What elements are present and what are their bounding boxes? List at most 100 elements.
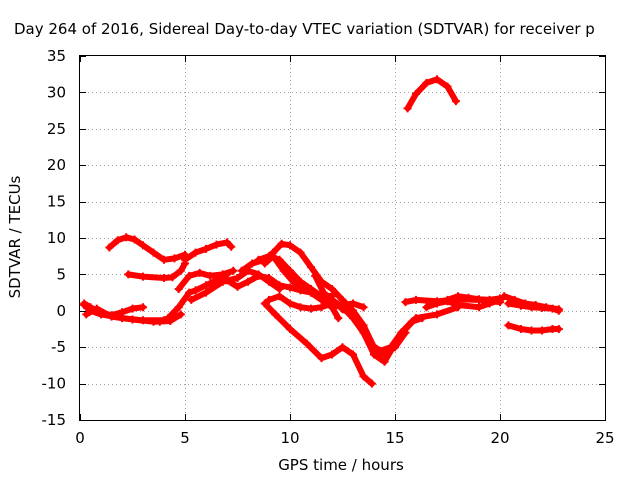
chart-title: Day 264 of 2016, Sidereal Day-to-day VTE… bbox=[14, 20, 595, 38]
series-s15 bbox=[260, 299, 376, 388]
data-point bbox=[443, 82, 452, 91]
data-point bbox=[451, 97, 460, 106]
data-point bbox=[202, 281, 210, 290]
x-tick-label: 25 bbox=[595, 429, 614, 447]
data-point bbox=[554, 306, 563, 315]
axis-ticks: 0 5 10 15 20 25 -15 -10 -5 0 5 10 15 20 25 30 35 bbox=[42, 47, 615, 447]
data-point bbox=[334, 314, 343, 323]
data-point bbox=[538, 303, 546, 312]
data-point bbox=[244, 277, 252, 286]
y-tick-label: 20 bbox=[47, 156, 66, 174]
y-tick-label: 15 bbox=[47, 193, 66, 211]
grid-lines bbox=[80, 56, 605, 420]
data-point bbox=[355, 321, 364, 330]
data-point bbox=[370, 350, 378, 359]
data-point bbox=[187, 295, 196, 304]
data-point bbox=[403, 104, 412, 113]
series-s19 bbox=[355, 314, 427, 355]
data-point bbox=[82, 310, 91, 319]
series-s26 bbox=[504, 321, 563, 335]
data-point bbox=[139, 241, 147, 250]
x-tick-label: 5 bbox=[180, 429, 190, 447]
series-s20 bbox=[403, 75, 460, 113]
data-point bbox=[260, 299, 269, 308]
data-point bbox=[338, 343, 347, 352]
data-point bbox=[233, 274, 242, 282]
data-point bbox=[185, 288, 194, 297]
y-tick-label: -10 bbox=[42, 375, 67, 393]
series-s8 bbox=[181, 238, 236, 264]
data-point bbox=[386, 343, 395, 352]
data-point bbox=[302, 339, 311, 348]
data-point bbox=[504, 321, 513, 330]
data-point bbox=[191, 248, 200, 257]
data-point bbox=[380, 357, 389, 366]
data-point bbox=[80, 301, 89, 309]
data-point bbox=[527, 303, 536, 312]
x-tick-label: 0 bbox=[75, 429, 85, 447]
data-point bbox=[433, 75, 441, 84]
data-point bbox=[365, 339, 374, 348]
y-tick-label: 10 bbox=[47, 229, 66, 247]
data-point bbox=[279, 266, 288, 275]
data-point bbox=[517, 325, 525, 333]
data-point bbox=[401, 298, 410, 307]
data-point bbox=[223, 238, 231, 247]
series-s23 bbox=[433, 295, 504, 312]
data-point bbox=[269, 252, 278, 261]
data-point bbox=[464, 293, 473, 302]
data-point bbox=[233, 282, 242, 291]
data-point bbox=[548, 304, 557, 313]
x-tick-label: 20 bbox=[490, 429, 509, 447]
data-point bbox=[271, 310, 280, 319]
data-point bbox=[454, 292, 462, 301]
data-point bbox=[265, 274, 273, 282]
data-point bbox=[328, 303, 336, 312]
data-point bbox=[128, 315, 137, 324]
data-point bbox=[307, 288, 315, 297]
data-point bbox=[168, 273, 177, 282]
data-point bbox=[475, 295, 483, 304]
series-line bbox=[125, 260, 188, 281]
data-point bbox=[176, 266, 185, 275]
series-line bbox=[261, 253, 367, 311]
data-point bbox=[418, 314, 427, 323]
data-point bbox=[317, 295, 326, 304]
data-point bbox=[317, 303, 326, 312]
series-line bbox=[182, 239, 235, 263]
x-axis-label: GPS time / hours bbox=[278, 456, 404, 474]
data-point bbox=[185, 271, 194, 280]
data-point bbox=[254, 271, 263, 280]
data-point bbox=[223, 276, 231, 285]
series-s4 bbox=[105, 233, 189, 264]
data-point bbox=[139, 272, 147, 281]
data-point bbox=[254, 255, 263, 264]
data-point bbox=[317, 354, 326, 363]
series-s25 bbox=[504, 299, 563, 315]
data-point bbox=[319, 288, 328, 297]
data-point bbox=[124, 270, 133, 279]
data-point bbox=[554, 325, 563, 333]
plot-frame bbox=[79, 55, 606, 421]
data-point bbox=[160, 255, 168, 264]
data-point bbox=[286, 325, 294, 333]
data-point bbox=[517, 301, 525, 310]
data-point bbox=[202, 288, 210, 297]
data-point bbox=[107, 312, 116, 321]
data-point bbox=[174, 303, 183, 312]
data-point bbox=[149, 248, 158, 257]
data-point bbox=[433, 310, 441, 319]
y-tick-label: 35 bbox=[47, 47, 66, 65]
data-point bbox=[195, 268, 204, 277]
data-point bbox=[130, 235, 139, 244]
data-point bbox=[307, 263, 315, 272]
data-point bbox=[433, 299, 441, 308]
data-point bbox=[349, 350, 357, 359]
data-point bbox=[164, 314, 173, 323]
data-point bbox=[113, 236, 122, 245]
data-point bbox=[128, 304, 137, 313]
data-point bbox=[359, 303, 368, 312]
x-tick-label: 10 bbox=[280, 429, 299, 447]
y-tick-label: -15 bbox=[42, 411, 67, 429]
data-point bbox=[500, 292, 509, 301]
